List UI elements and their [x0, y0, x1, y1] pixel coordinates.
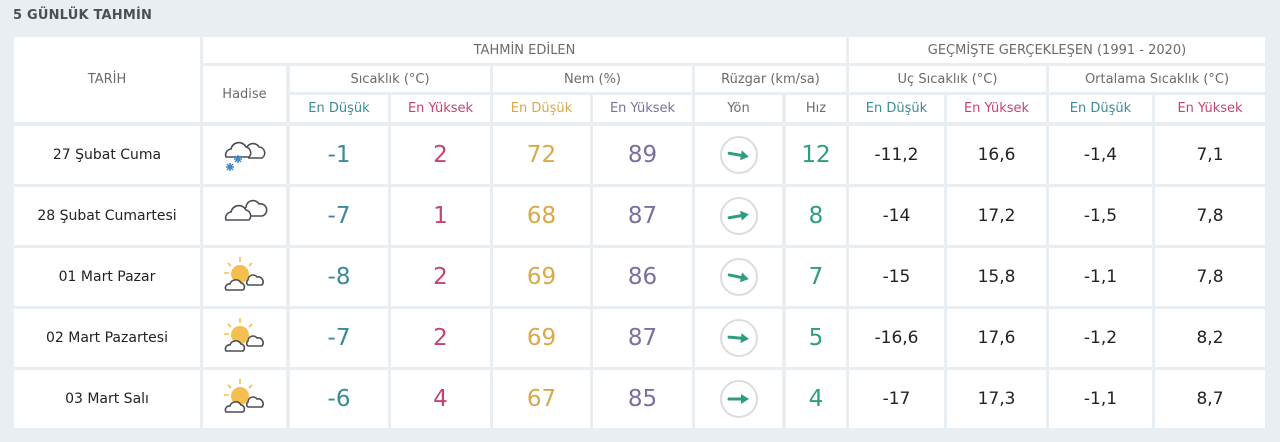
weather-icon-cell: [203, 126, 286, 184]
cloud-snow-icon: [220, 131, 270, 179]
extreme-max-cell: 15,8: [947, 248, 1046, 306]
section-title: 5 GÜNLÜK TAHMİN: [13, 8, 153, 23]
humidity-min-cell: 68: [493, 187, 590, 245]
wind-speed-cell: 7: [786, 248, 846, 306]
humidity-min-cell: 67: [493, 370, 590, 428]
humidity-max-cell: 89: [593, 126, 692, 184]
humidity-min-cell: 69: [493, 248, 590, 306]
average-max-cell: 7,1: [1155, 126, 1265, 184]
average-max-cell: 8,7: [1155, 370, 1265, 428]
weather-icon-cell: [203, 187, 286, 245]
header-nem: Nem (%): [493, 66, 692, 92]
header-uc-en-dusuk: En Düşük: [849, 95, 944, 122]
header-yon: Yön: [695, 95, 782, 122]
average-min-cell: -1,4: [1049, 126, 1152, 184]
header-ort-en-dusuk: En Düşük: [1049, 95, 1152, 122]
date-cell: 01 Mart Pazar: [14, 248, 200, 306]
date-cell: 28 Şubat Cumartesi: [14, 187, 200, 245]
weather-icon-cell: [203, 309, 286, 367]
temp-min-cell: -8: [290, 248, 388, 306]
wind-arrow-icon: [719, 258, 758, 296]
average-min-cell: -1,1: [1049, 370, 1152, 428]
average-max-cell: 7,8: [1155, 187, 1265, 245]
wind-direction-cell: [695, 248, 782, 306]
header-ruzgar: Rüzgar (km/sa): [695, 66, 846, 92]
temp-max-cell: 2: [391, 126, 490, 184]
header-sicaklik: Sıcaklık (°C): [290, 66, 490, 92]
extreme-max-cell: 17,3: [947, 370, 1046, 428]
temp-max-cell: 2: [391, 248, 490, 306]
extreme-min-cell: -11,2: [849, 126, 944, 184]
extreme-max-cell: 16,6: [947, 126, 1046, 184]
header-ortalama-sicaklik: Ortalama Sıcaklık (°C): [1049, 66, 1265, 92]
header-ort-en-yuksek: En Yüksek: [1155, 95, 1265, 122]
extreme-min-cell: -15: [849, 248, 944, 306]
wind-speed-cell: 8: [786, 187, 846, 245]
header-uc-sicaklik: Uç Sıcaklık (°C): [849, 66, 1046, 92]
extreme-min-cell: -17: [849, 370, 944, 428]
wind-speed-cell: 12: [786, 126, 846, 184]
header-sicaklik-en-yuksek: En Yüksek: [391, 95, 490, 122]
wind-direction-cell: [695, 370, 782, 428]
humidity-max-cell: 86: [593, 248, 692, 306]
header-hiz: Hız: [786, 95, 846, 122]
temp-min-cell: -7: [290, 309, 388, 367]
average-max-cell: 8,2: [1155, 309, 1265, 367]
header-tarih: TARİH: [14, 37, 200, 122]
temp-max-cell: 4: [391, 370, 490, 428]
temp-max-cell: 2: [391, 309, 490, 367]
extreme-min-cell: -14: [849, 187, 944, 245]
extreme-max-cell: 17,6: [947, 309, 1046, 367]
partly-cloudy-icon: [220, 376, 270, 422]
wind-arrow-icon: [719, 380, 758, 418]
average-max-cell: 7,8: [1155, 248, 1265, 306]
header-tahmin-edilen: TAHMİN EDİLEN: [203, 37, 846, 63]
wind-arrow-icon: [719, 197, 758, 235]
temp-min-cell: -6: [290, 370, 388, 428]
wind-direction-cell: [695, 126, 782, 184]
header-gecmiste: GEÇMİŞTE GERÇEKLEŞEN (1991 - 2020): [849, 37, 1265, 63]
date-cell: 03 Mart Salı: [14, 370, 200, 428]
wind-speed-cell: 4: [786, 370, 846, 428]
humidity-max-cell: 87: [593, 187, 692, 245]
humidity-max-cell: 87: [593, 309, 692, 367]
humidity-max-cell: 85: [593, 370, 692, 428]
cloudy-icon: [220, 194, 270, 238]
weather-icon-cell: [203, 370, 286, 428]
temp-min-cell: -7: [290, 187, 388, 245]
average-min-cell: -1,2: [1049, 309, 1152, 367]
header-uc-en-yuksek: En Yüksek: [947, 95, 1046, 122]
temp-min-cell: -1: [290, 126, 388, 184]
humidity-min-cell: 69: [493, 309, 590, 367]
header-hadise: Hadise: [203, 66, 286, 122]
weather-icon-cell: [203, 248, 286, 306]
partly-cloudy-icon: [220, 254, 270, 300]
wind-speed-cell: 5: [786, 309, 846, 367]
extreme-max-cell: 17,2: [947, 187, 1046, 245]
average-min-cell: -1,5: [1049, 187, 1152, 245]
wind-direction-cell: [695, 309, 782, 367]
header-sicaklik-en-dusuk: En Düşük: [290, 95, 388, 122]
date-cell: 27 Şubat Cuma: [14, 126, 200, 184]
partly-cloudy-icon: [220, 315, 270, 361]
wind-direction-cell: [695, 187, 782, 245]
wind-arrow-icon: [719, 136, 758, 174]
date-cell: 02 Mart Pazartesi: [14, 309, 200, 367]
header-nem-en-dusuk: En Düşük: [493, 95, 590, 122]
header-nem-en-yuksek: En Yüksek: [593, 95, 692, 122]
humidity-min-cell: 72: [493, 126, 590, 184]
wind-arrow-icon: [719, 319, 758, 357]
temp-max-cell: 1: [391, 187, 490, 245]
extreme-min-cell: -16,6: [849, 309, 944, 367]
average-min-cell: -1,1: [1049, 248, 1152, 306]
